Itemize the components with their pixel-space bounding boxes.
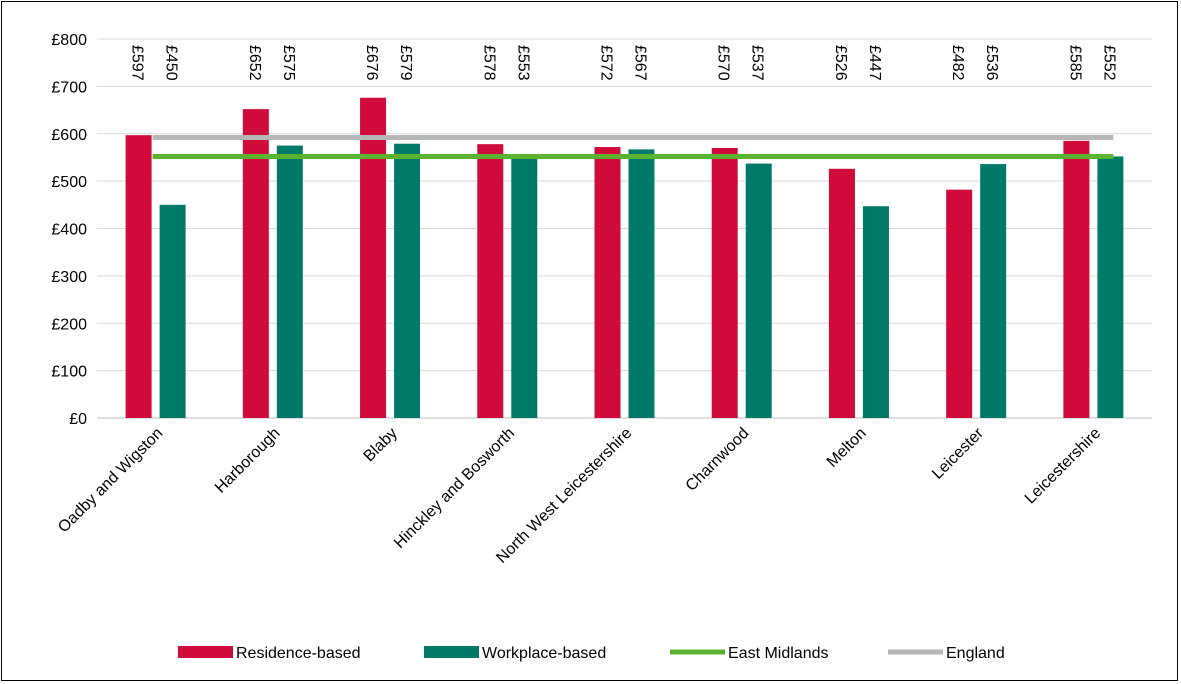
legend-label: Workplace-based bbox=[482, 645, 606, 662]
y-tick-label: £0 bbox=[69, 411, 87, 428]
legend-label: East Midlands bbox=[728, 645, 829, 662]
bar-residence bbox=[1063, 140, 1090, 418]
y-axis: £0 £100 £200 £300 £400 £500 £600 £700 £800 bbox=[51, 32, 87, 428]
x-category-label: Oadby and Wigston bbox=[55, 425, 166, 536]
data-label: £578 bbox=[480, 45, 497, 81]
bar-workplace bbox=[745, 163, 772, 418]
data-label: £676 bbox=[363, 45, 380, 81]
bar-workplace bbox=[276, 145, 303, 418]
legend-label: Residence-based bbox=[236, 645, 361, 662]
legend-swatch bbox=[424, 646, 479, 658]
data-label: £482 bbox=[949, 45, 966, 81]
bar-workplace bbox=[511, 156, 538, 419]
bar-residence bbox=[477, 144, 504, 419]
data-label: £579 bbox=[397, 45, 414, 81]
bars bbox=[125, 97, 1124, 419]
bar-workplace bbox=[862, 206, 889, 418]
data-label: £536 bbox=[983, 45, 1000, 81]
bar-residence bbox=[828, 168, 855, 418]
data-label: £553 bbox=[514, 45, 531, 81]
data-label: £585 bbox=[1066, 45, 1083, 81]
x-category-label: Blaby bbox=[361, 425, 401, 465]
y-tick-label: £800 bbox=[51, 32, 87, 49]
data-label: £652 bbox=[246, 45, 263, 81]
data-label: £572 bbox=[598, 45, 615, 81]
x-category-label: North West Leicestershire bbox=[493, 425, 635, 567]
x-category-label: Hinckley and Bosworth bbox=[391, 425, 518, 552]
y-tick-label: £600 bbox=[51, 127, 87, 144]
y-tick-label: £400 bbox=[51, 222, 87, 239]
y-tick-label: £100 bbox=[51, 364, 87, 381]
data-labels: £597 £450 £652 £575 £676 £579 £578 £553 £572 £567… bbox=[129, 45, 1118, 81]
x-category-label: Charnwood bbox=[683, 425, 753, 495]
bar-workplace bbox=[628, 149, 655, 419]
x-axis: Oadby and Wigston Harborough BlabyHinckley… bbox=[55, 424, 1104, 566]
bar-residence bbox=[594, 147, 621, 418]
gridlines bbox=[97, 38, 1152, 419]
legend-swatch bbox=[178, 646, 233, 658]
bar-residence bbox=[242, 109, 269, 419]
y-tick-label: £500 bbox=[51, 174, 87, 191]
reference-lines bbox=[152, 135, 1114, 159]
bar-residence bbox=[360, 97, 387, 419]
data-label: £447 bbox=[866, 45, 883, 81]
bar-residence bbox=[711, 147, 738, 418]
bar-workplace bbox=[1097, 156, 1124, 419]
data-label: £526 bbox=[832, 45, 849, 81]
x-category-label: Harborough bbox=[212, 425, 284, 497]
bar-residence bbox=[125, 135, 152, 418]
x-category-label: Leicestershire bbox=[1022, 425, 1105, 508]
data-label: £537 bbox=[749, 45, 766, 81]
x-category-label: Leicester bbox=[929, 424, 987, 482]
bar-workplace bbox=[980, 164, 1007, 418]
data-label: £450 bbox=[163, 45, 180, 81]
bar-workplace bbox=[159, 204, 186, 418]
y-tick-label: £300 bbox=[51, 269, 87, 286]
data-label: £570 bbox=[715, 45, 732, 81]
x-category-label: Melton bbox=[824, 425, 870, 471]
data-label: £597 bbox=[129, 45, 146, 81]
y-tick-label: £200 bbox=[51, 316, 87, 333]
legend: Residence-based Workplace-based East Midla… bbox=[178, 645, 1005, 662]
bar-residence bbox=[946, 189, 973, 418]
data-label: £567 bbox=[632, 45, 649, 81]
y-tick-label: £700 bbox=[51, 79, 87, 96]
bar-workplace bbox=[394, 143, 421, 419]
data-label: £552 bbox=[1100, 45, 1117, 81]
legend-label: England bbox=[946, 645, 1005, 662]
data-label: £575 bbox=[280, 45, 297, 81]
